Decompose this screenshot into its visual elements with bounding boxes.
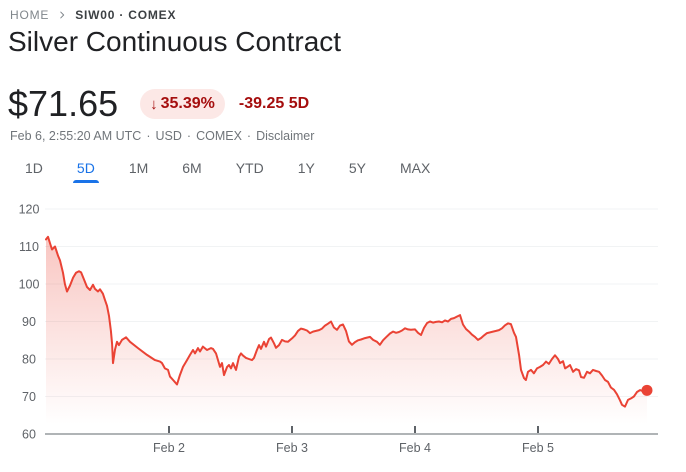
tab-5y[interactable]: 5Y	[348, 160, 366, 176]
y-tick-label: 120	[19, 203, 40, 217]
tab-max[interactable]: MAX	[399, 160, 431, 176]
breadcrumb-home-link[interactable]: HOME	[10, 8, 50, 22]
breadcrumb-symbol: SIW00 · COMEX	[75, 8, 177, 22]
range-tabs: 1D 5D 1M 6M YTD 1Y 5Y MAX	[8, 155, 447, 183]
timestamp: Feb 6, 2:55:20 AM UTC	[10, 129, 142, 143]
current-price: $71.65	[8, 83, 119, 124]
y-tick-label: 110	[19, 240, 39, 254]
tab-5d[interactable]: 5D	[60, 155, 112, 183]
last-price-dot	[641, 384, 653, 396]
currency: USD	[155, 129, 182, 143]
quote-header: $71.65 ↓ 35.39% -39.25 5D	[8, 83, 309, 125]
breadcrumb: HOME SIW00 · COMEX	[10, 8, 176, 22]
percent-change-badge: ↓ 35.39%	[140, 89, 225, 119]
tab-6m[interactable]: 6M	[182, 160, 202, 176]
x-tick-label: Feb 5	[522, 441, 554, 455]
page-title: Silver Continuous Contract	[8, 26, 342, 57]
disclaimer-link[interactable]: Disclaimer	[256, 129, 315, 143]
tab-ytd[interactable]: YTD	[235, 160, 264, 176]
price-chart: 120 110 100 90 80 70 60 Feb 2 Feb 3 Feb 4 Feb 5	[0, 195, 686, 472]
x-tick-label: Feb 3	[276, 441, 308, 455]
x-tick-label: Feb 4	[399, 441, 431, 455]
tab-1d[interactable]: 1D	[25, 160, 43, 176]
quote-meta: Feb 6, 2:55:20 AM UTC · USD · COMEX · Di…	[10, 129, 314, 143]
down-arrow-icon: ↓	[150, 95, 158, 113]
chart-canvas[interactable]: 120 110 100 90 80 70 60 Feb 2 Feb 3 Feb 4 Feb 5	[0, 195, 686, 472]
y-tick-label: 80	[22, 353, 36, 367]
y-tick-label: 60	[22, 428, 36, 442]
y-tick-label: 90	[22, 315, 36, 329]
percent-change-value: 35.39%	[160, 95, 215, 112]
tab-1m[interactable]: 1M	[128, 160, 149, 176]
x-tick-label: Feb 2	[153, 441, 185, 455]
chevron-right-icon	[57, 9, 67, 21]
exchange: COMEX	[196, 129, 242, 143]
absolute-change: -39.25 5D	[238, 95, 310, 112]
price-line	[45, 235, 648, 408]
tab-1y[interactable]: 1Y	[297, 160, 315, 176]
separator-dot: ·	[146, 129, 151, 143]
y-tick-label: 70	[22, 390, 36, 404]
separator-dot: ·	[246, 129, 252, 143]
separator-dot: ·	[186, 129, 192, 143]
y-tick-label: 100	[19, 278, 40, 292]
